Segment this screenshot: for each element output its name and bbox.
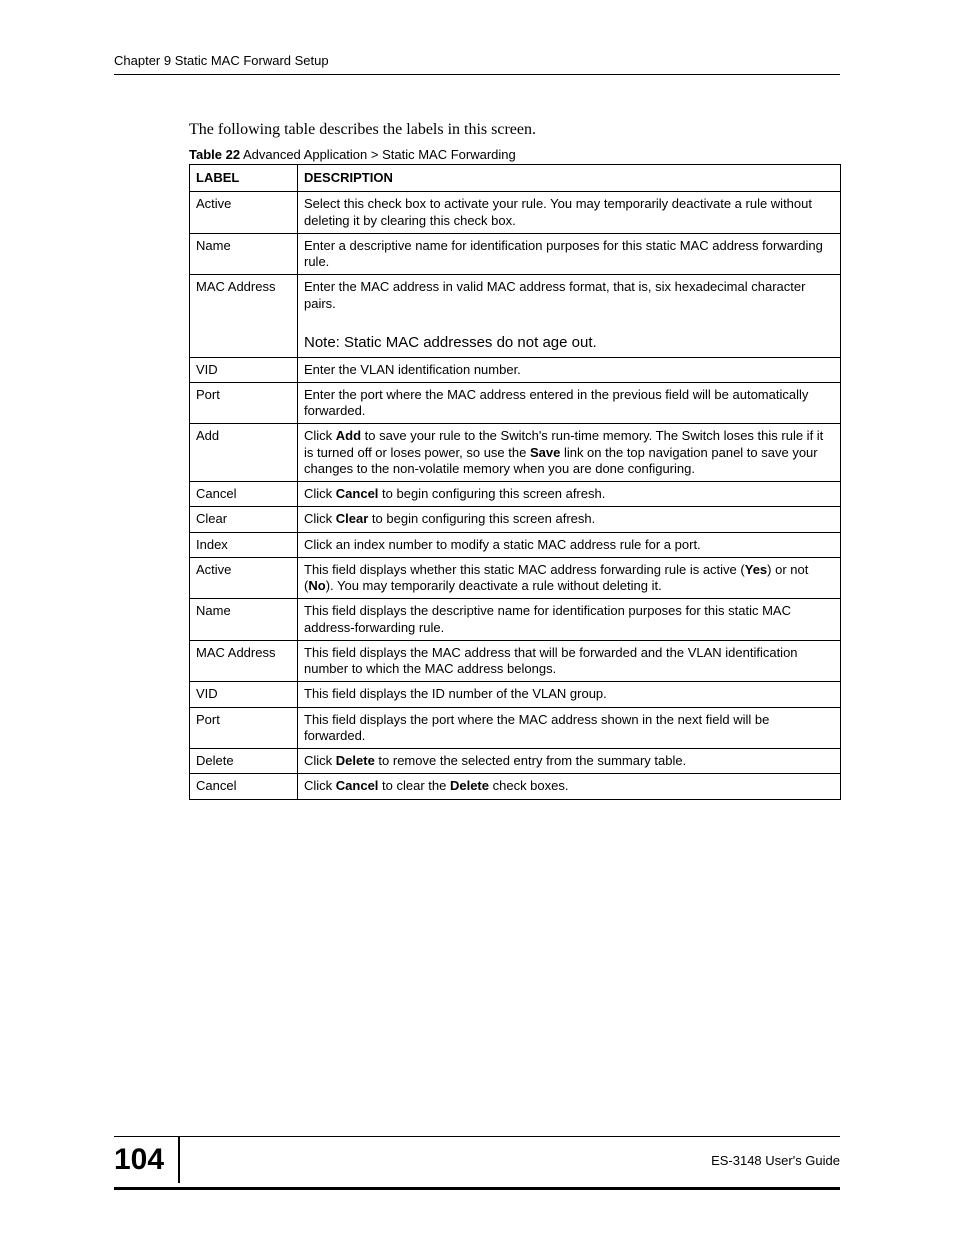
table-row: DeleteClick Delete to remove the selecte…: [190, 749, 841, 774]
description-text: This field displays whether this static …: [304, 562, 745, 577]
guide-title: ES-3148 User's Guide: [711, 1153, 840, 1168]
table-row: NameThis field displays the descriptive …: [190, 599, 841, 641]
table-row: VID This field displays the ID number of …: [190, 682, 841, 707]
bold-text: Delete: [336, 753, 375, 768]
table-cell-label: Port: [190, 382, 298, 424]
footer-content: 104 ES-3148 User's Guide: [114, 1137, 840, 1183]
table-cell-description: This field displays the ID number of the…: [298, 682, 841, 707]
table-row: PortEnter the port where the MAC address…: [190, 382, 841, 424]
bold-text: Add: [336, 428, 361, 443]
description-text: This field displays the MAC address that…: [304, 645, 798, 676]
table-caption-title: Advanced Application > Static MAC Forwar…: [240, 147, 516, 162]
bold-text: Save: [530, 445, 560, 460]
description-text: Click: [304, 486, 336, 501]
table-cell-description: Click Cancel to begin configuring this s…: [298, 482, 841, 507]
table-cell-description: This field displays the MAC address that…: [298, 640, 841, 682]
page-footer: 104 ES-3148 User's Guide: [114, 1136, 840, 1190]
page-number: 104: [114, 1143, 164, 1176]
page-container: Chapter 9 Static MAC Forward Setup The f…: [0, 0, 954, 800]
table-cell-label: Delete: [190, 749, 298, 774]
table-body: ActiveSelect this check box to activate …: [190, 192, 841, 799]
description-text: Click an index number to modify a static…: [304, 537, 701, 552]
table-row: VID Enter the VLAN identification number.: [190, 357, 841, 382]
header-rule: [114, 74, 840, 75]
bold-text: Delete: [450, 778, 489, 793]
table-row: Active This field displays whether this s…: [190, 557, 841, 599]
table-header-row: LABEL DESCRIPTION: [190, 165, 841, 192]
bold-text: Yes: [745, 562, 767, 577]
table-cell-description: Enter a descriptive name for identificat…: [298, 233, 841, 275]
table-row: AddClick Add to save your rule to the Sw…: [190, 424, 841, 482]
table-row: MAC AddressEnter the MAC address in vali…: [190, 275, 841, 357]
table-cell-description: Enter the MAC address in valid MAC addre…: [298, 275, 841, 357]
table-row: MAC AddressThis field displays the MAC a…: [190, 640, 841, 682]
table-row: ActiveSelect this check box to activate …: [190, 192, 841, 234]
table-row: CancelClick Cancel to begin configuring …: [190, 482, 841, 507]
note-text: Note: Static MAC addresses do not age ou…: [304, 334, 834, 353]
table-caption: Table 22 Advanced Application > Static M…: [189, 147, 840, 162]
table-cell-label: Cancel: [190, 774, 298, 799]
table-cell-label: VID: [190, 357, 298, 382]
bold-text: Cancel: [336, 778, 379, 793]
description-text: to clear the: [378, 778, 450, 793]
description-text: Click: [304, 778, 336, 793]
table-cell-description: Enter the VLAN identification number.: [298, 357, 841, 382]
description-text: Enter the MAC address in valid MAC addre…: [304, 279, 805, 310]
description-text: Select this check box to activate your r…: [304, 196, 812, 227]
table-cell-label: Active: [190, 557, 298, 599]
description-text: to remove the selected entry from the su…: [375, 753, 686, 768]
description-text: This field displays the descriptive name…: [304, 603, 791, 634]
table-cell-description: Click Add to save your rule to the Switc…: [298, 424, 841, 482]
description-text: to begin configuring this screen afresh.: [378, 486, 605, 501]
table-row: Index Click an index number to modify a s…: [190, 532, 841, 557]
table-cell-description: Click Clear to begin configuring this sc…: [298, 507, 841, 532]
bold-text: No: [308, 578, 325, 593]
description-text: Click: [304, 428, 336, 443]
description-text: to begin configuring this screen afresh.: [368, 511, 595, 526]
description-text: This field displays the port where the M…: [304, 712, 769, 743]
table-caption-number: Table 22: [189, 147, 240, 162]
description-text: Enter the port where the MAC address ent…: [304, 387, 808, 418]
table-cell-label: Name: [190, 599, 298, 641]
intro-text: The following table describes the labels…: [189, 121, 840, 139]
description-text: Enter the VLAN identification number.: [304, 362, 521, 377]
bold-text: Cancel: [336, 486, 379, 501]
table-cell-description: Click Delete to remove the selected entr…: [298, 749, 841, 774]
table-cell-label: Clear: [190, 507, 298, 532]
table-cell-label: Name: [190, 233, 298, 275]
content-area: The following table describes the labels…: [189, 121, 840, 800]
table-cell-description: Click Cancel to clear the Delete check b…: [298, 774, 841, 799]
table-cell-label: MAC Address: [190, 275, 298, 357]
table-cell-label: Add: [190, 424, 298, 482]
table-row: NameEnter a descriptive name for identif…: [190, 233, 841, 275]
description-text: This field displays the ID number of the…: [304, 686, 607, 701]
table-cell-description: This field displays the port where the M…: [298, 707, 841, 749]
table-cell-description: This field displays whether this static …: [298, 557, 841, 599]
description-text: Enter a descriptive name for identificat…: [304, 238, 823, 269]
description-text: Click: [304, 511, 336, 526]
table-cell-description: Select this check box to activate your r…: [298, 192, 841, 234]
table-header-description: DESCRIPTION: [298, 165, 841, 192]
footer-rule-thick: [114, 1187, 840, 1190]
table-cell-label: VID: [190, 682, 298, 707]
page-number-box: 104: [114, 1137, 180, 1183]
chapter-header: Chapter 9 Static MAC Forward Setup: [114, 53, 840, 68]
description-text: Click: [304, 753, 336, 768]
table-cell-label: Index: [190, 532, 298, 557]
table-cell-label: MAC Address: [190, 640, 298, 682]
table-cell-description: This field displays the descriptive name…: [298, 599, 841, 641]
table-cell-label: Cancel: [190, 482, 298, 507]
bold-text: Clear: [336, 511, 369, 526]
main-table: LABEL DESCRIPTION ActiveSelect this chec…: [189, 164, 841, 800]
description-text: check boxes.: [489, 778, 569, 793]
table-header-label: LABEL: [190, 165, 298, 192]
table-row: PortThis field displays the port where t…: [190, 707, 841, 749]
table-cell-description: Click an index number to modify a static…: [298, 532, 841, 557]
table-row: CancelClick Cancel to clear the Delete c…: [190, 774, 841, 799]
table-cell-label: Active: [190, 192, 298, 234]
table-cell-label: Port: [190, 707, 298, 749]
table-cell-description: Enter the port where the MAC address ent…: [298, 382, 841, 424]
table-row: ClearClick Clear to begin configuring th…: [190, 507, 841, 532]
description-text: ). You may temporarily deactivate a rule…: [326, 578, 662, 593]
